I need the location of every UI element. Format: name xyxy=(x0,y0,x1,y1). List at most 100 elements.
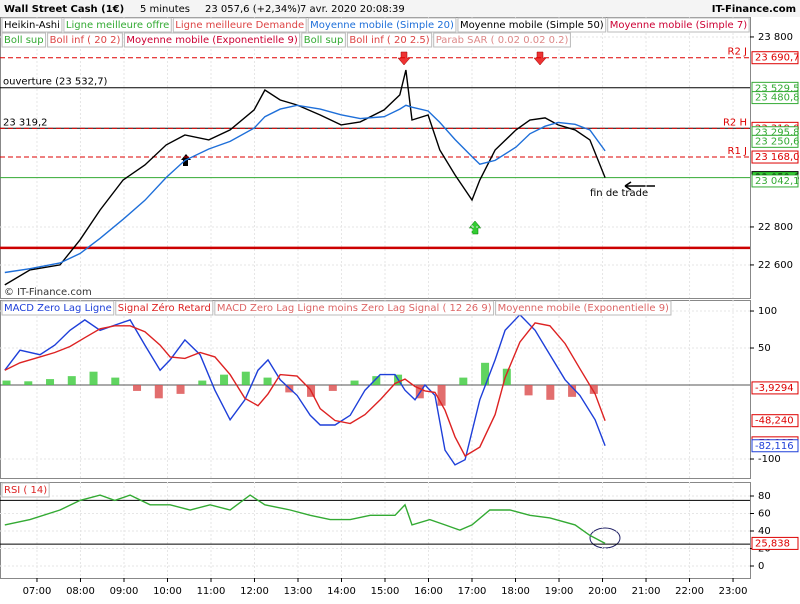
y-tick-label: 80 xyxy=(758,491,771,502)
histogram-bar xyxy=(546,385,555,400)
histogram-bar xyxy=(46,379,55,386)
histogram-bar xyxy=(241,371,250,386)
axis-label: 23 168,0 xyxy=(755,152,800,163)
x-tick-label: 10:00 xyxy=(153,586,182,597)
panel-frame xyxy=(0,300,751,479)
legend-box xyxy=(495,300,672,316)
x-tick-label: 07:00 xyxy=(23,586,52,597)
legend-label: Moyenne mobile (Exponentielle 9) xyxy=(126,35,297,46)
x-tick-label: 23:00 xyxy=(719,586,748,597)
legend-box xyxy=(1,482,50,498)
axis-label: -48,240 xyxy=(755,416,794,427)
histogram-bar xyxy=(89,371,98,386)
legend-box xyxy=(123,32,301,48)
panel-frame xyxy=(0,482,751,579)
legend-box xyxy=(1,17,63,33)
legend-box xyxy=(63,17,172,33)
x-tick-label: 16:00 xyxy=(414,586,443,597)
legend-label: Ligne meilleure offre xyxy=(66,20,169,31)
axis-label-box xyxy=(751,536,799,550)
legend-label: MACD Zero Lag Ligne xyxy=(4,303,112,314)
legend-label: Ligne meilleure Demande xyxy=(175,20,304,31)
histogram-bar xyxy=(154,385,163,399)
legend-box xyxy=(301,32,346,48)
y-tick-label: 0 xyxy=(758,561,764,572)
legend-label: Boll sup xyxy=(4,35,44,46)
legend-label: MACD Zero Lag Ligne moins Zero Lag Signa… xyxy=(217,303,492,314)
histogram-bar xyxy=(372,376,381,386)
axis-label-box xyxy=(751,439,799,453)
y-tick-label: 23 800 xyxy=(758,32,793,43)
level-label: ouverture (23 532,7) xyxy=(3,77,108,88)
axis-label: 23 295,8 xyxy=(755,128,800,139)
legend-box xyxy=(214,300,495,316)
histogram-bar xyxy=(133,385,142,391)
legend-label: Boll sup xyxy=(304,35,344,46)
annotation: fin de trade xyxy=(590,188,648,199)
axis-label-box xyxy=(751,414,799,428)
legend-box xyxy=(115,300,214,316)
legend-label: Moyenne mobile (Exponentielle 9) xyxy=(498,303,669,314)
legend-box xyxy=(346,32,433,48)
y-tick-label: 60 xyxy=(758,509,771,520)
histogram-bar xyxy=(176,385,185,394)
x-tick-label: 18:00 xyxy=(501,586,530,597)
legend-box xyxy=(172,17,307,33)
level-label: R1 J xyxy=(728,146,747,157)
x-tick-label: 17:00 xyxy=(458,586,487,597)
legend-label: Moyenne mobile (Simple 50) xyxy=(460,20,604,31)
series-line xyxy=(4,494,606,545)
axis-label: 23 042,1 xyxy=(755,176,800,187)
histogram-bar xyxy=(263,377,272,386)
axis-label-box xyxy=(751,174,799,188)
histogram-bar xyxy=(524,385,533,396)
x-tick-label: 11:00 xyxy=(197,586,226,597)
histogram-bar xyxy=(67,376,76,386)
legend-label: RSI ( 14) xyxy=(4,485,47,496)
x-tick-label: 20:00 xyxy=(588,586,617,597)
axis-label-box xyxy=(751,134,799,148)
legend-label: Boll inf ( 20 2.5) xyxy=(349,35,429,46)
histogram-bar xyxy=(568,385,577,397)
legend-box xyxy=(1,300,115,316)
header-brand: IT-Finance.com xyxy=(712,4,796,15)
axis-label-box xyxy=(751,381,799,395)
histogram-bar xyxy=(24,381,33,386)
legend-label: Signal Zéro Retard xyxy=(118,302,211,314)
axis-label-box xyxy=(751,91,799,105)
y-tick-label: 22 600 xyxy=(758,260,793,271)
header-quote: 23 057,6 (+2,34%) xyxy=(205,4,301,15)
histogram-bar xyxy=(111,377,120,386)
x-tick-label: 19:00 xyxy=(545,586,574,597)
legend-label: Moyenne mobile (Simple 7) xyxy=(610,20,748,31)
x-tick-label: 12:00 xyxy=(240,586,269,597)
x-tick-label: 21:00 xyxy=(632,586,661,597)
level-label: 23 319,2 xyxy=(3,117,48,128)
legend-label: Parab SAR ( 0.02 0.02 0.2) xyxy=(436,35,569,46)
y-tick-label: 40 xyxy=(758,526,771,537)
series-line xyxy=(4,313,606,466)
histogram-bar xyxy=(481,362,490,386)
histogram-bar xyxy=(589,385,598,394)
legend-box xyxy=(307,17,457,33)
legend-label: Moyenne mobile (Simple 20) xyxy=(310,20,454,31)
axis-label: -3,9294 xyxy=(755,383,794,394)
histogram-bar xyxy=(328,385,337,391)
legend-box xyxy=(47,32,123,48)
axis-label: -82,116 xyxy=(755,441,794,452)
legend-label: Heikin-Ashi xyxy=(4,20,60,31)
x-tick-label: 22:00 xyxy=(675,586,704,597)
legend-label: Boll inf ( 20 2) xyxy=(50,35,121,46)
header-bar xyxy=(0,0,800,17)
x-tick-label: 08:00 xyxy=(66,586,95,597)
histogram-bar xyxy=(459,377,468,386)
y-tick-label: 100 xyxy=(758,306,777,317)
series-line xyxy=(4,69,606,286)
histogram-bar xyxy=(220,374,229,386)
legend-box xyxy=(433,32,571,48)
y-tick-label: 22 800 xyxy=(758,222,793,233)
histogram-bar xyxy=(502,368,511,386)
histogram-bar xyxy=(198,380,207,386)
axis-label: 23 250,6 xyxy=(755,136,800,147)
